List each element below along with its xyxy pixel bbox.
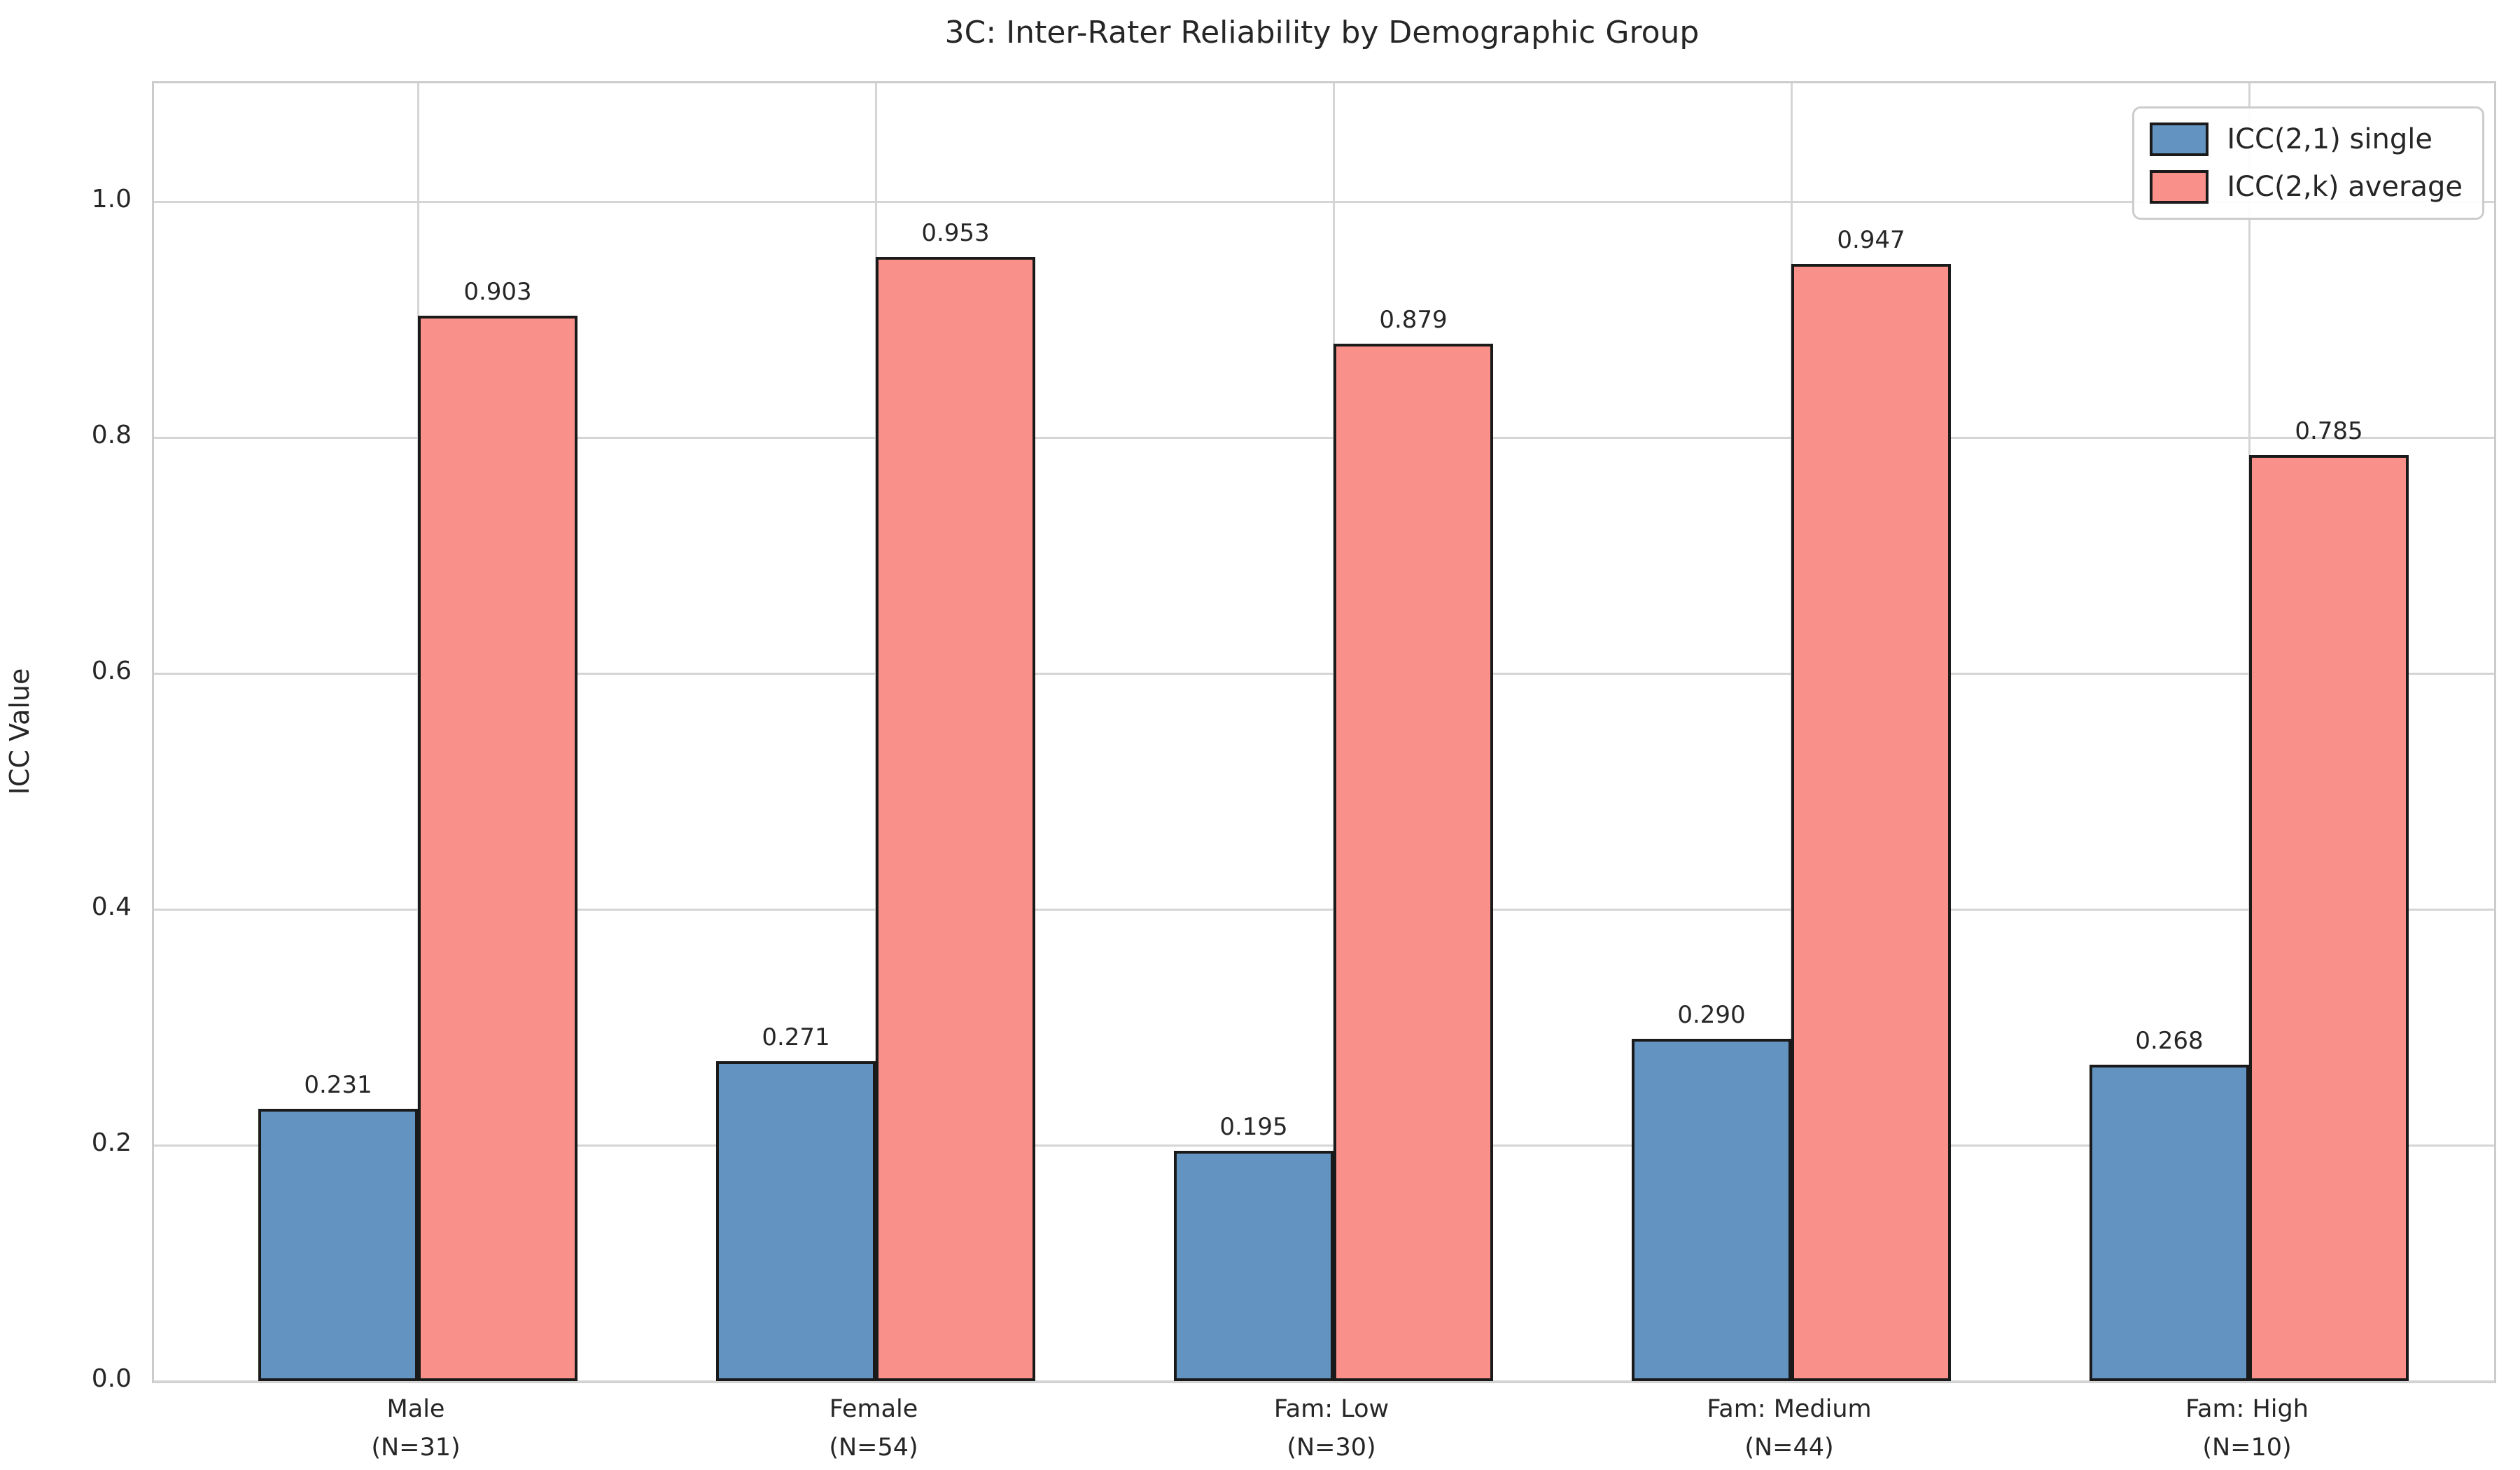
legend-swatch-single: [2150, 122, 2209, 156]
bar-value-label: 0.953: [921, 218, 990, 247]
legend-label: ICC(2,k) average: [2227, 171, 2463, 203]
bar-value-label: 0.271: [762, 1023, 830, 1052]
legend-swatch-average: [2150, 170, 2209, 204]
x-tick-line1: Male: [386, 1395, 445, 1423]
y-tick-label: 0.0: [91, 1364, 132, 1393]
x-tick-line1: Fam: High: [2185, 1395, 2309, 1423]
bar-value-label: 0.268: [2135, 1027, 2204, 1056]
h-gridline: [154, 1380, 2494, 1382]
bar-average-3: [1791, 263, 1951, 1381]
legend-row-0: ICC(2,1) single: [2150, 121, 2463, 158]
bar-single-2: [1174, 1151, 1334, 1381]
bar-average-2: [1334, 344, 1493, 1381]
bar-average-1: [876, 256, 1035, 1381]
bar-single-1: [716, 1061, 876, 1381]
y-tick-label: 0.6: [91, 656, 132, 685]
h-gridline: [154, 908, 2494, 911]
x-tick-line2: (N=54): [829, 1434, 918, 1462]
bar-value-label: 0.231: [304, 1070, 372, 1099]
bar-value-label: 0.879: [1379, 306, 1448, 335]
y-tick-label: 0.8: [91, 420, 132, 449]
legend-label: ICC(2,1) single: [2227, 123, 2432, 155]
h-gridline: [154, 436, 2494, 439]
plot-area: 0.231 0.271 0.195 0.290 0.268 0.903 0.953 0.879…: [152, 81, 2496, 1383]
legend: ICC(2,1) single ICC(2,k) average: [2132, 106, 2484, 220]
bar-single-0: [258, 1108, 418, 1381]
bar-average-4: [2249, 454, 2409, 1381]
bar-value-label: 0.290: [1677, 1001, 1746, 1030]
bar-single-4: [2090, 1065, 2249, 1381]
legend-row-1: ICC(2,k) average: [2150, 169, 2463, 205]
y-tick-label: 0.2: [91, 1128, 132, 1157]
bar-single-3: [1632, 1039, 1791, 1381]
h-gridline: [154, 200, 2494, 203]
chart-title: 3C: Inter-Rater Reliability by Demograph…: [944, 15, 1700, 50]
x-tick-line1: Female: [829, 1395, 918, 1423]
h-gridline: [154, 1144, 2494, 1147]
h-gridline: [154, 672, 2494, 675]
x-tick-line1: Fam: Low: [1273, 1395, 1390, 1423]
bar-average-0: [418, 316, 578, 1381]
x-tick-label: Male (N=31): [234, 1390, 598, 1467]
bar-value-label: 0.947: [1837, 225, 1905, 254]
x-tick-line2: (N=10): [2202, 1434, 2292, 1462]
x-tick-line1: Fam: Medium: [1707, 1395, 1872, 1423]
x-tick-line2: (N=44): [1744, 1434, 1834, 1462]
x-tick-label: Fam: High (N=10): [2065, 1390, 2429, 1467]
y-tick-label: 1.0: [91, 184, 132, 214]
bar-value-label: 0.195: [1219, 1113, 1288, 1142]
bar-value-label: 0.785: [2295, 416, 2363, 445]
x-tick-line2: (N=31): [371, 1434, 461, 1462]
y-tick-label: 0.4: [91, 892, 132, 921]
bar-value-label: 0.903: [463, 278, 532, 307]
x-tick-label: Fam: Low (N=30): [1149, 1390, 1513, 1467]
x-tick-line2: (N=30): [1287, 1434, 1376, 1462]
x-tick-label: Fam: Medium (N=44): [1607, 1390, 1971, 1467]
x-tick-label: Female (N=54): [692, 1390, 1056, 1467]
